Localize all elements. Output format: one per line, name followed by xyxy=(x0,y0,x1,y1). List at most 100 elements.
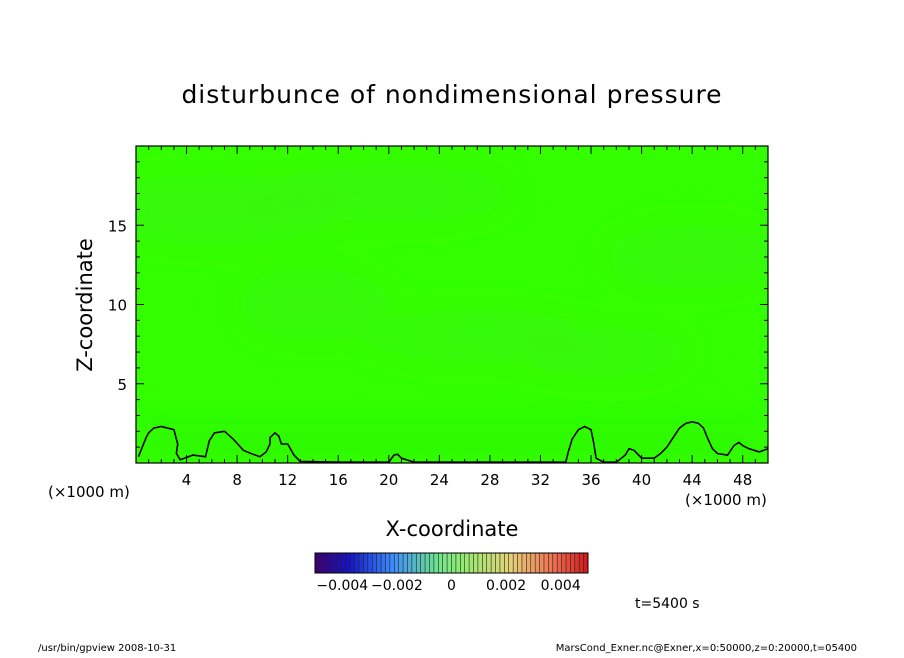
colorbar-cell-54 xyxy=(552,553,558,573)
field-shade-4 xyxy=(515,328,693,376)
colorbar-cell-9 xyxy=(354,553,360,573)
colorbar-cell-46 xyxy=(517,553,523,573)
time-label: t=5400 s xyxy=(635,596,700,612)
colorbar-cell-53 xyxy=(548,553,554,573)
colorbar-cell-6 xyxy=(341,553,347,573)
colorbar-cell-14 xyxy=(376,553,382,573)
y-tick-label-15: 15 xyxy=(108,217,127,235)
y-axis-ticks xyxy=(136,161,768,448)
colorbar-cell-40 xyxy=(491,553,496,573)
colorbar-cell-39 xyxy=(486,553,492,573)
x-tick-label-48: 48 xyxy=(733,471,752,489)
colorbar-tick-label-3: 0.002 xyxy=(486,578,526,594)
chart-title: disturbunce of nondimensional pressure xyxy=(181,80,722,109)
x-axis-label: X-coordinate xyxy=(386,517,519,541)
x-tick-label-28: 28 xyxy=(480,471,499,489)
colorbar-cell-22 xyxy=(411,553,417,573)
field-shade-2 xyxy=(237,269,389,340)
colorbar-tick-labels: −0.004 −0.002 0 0.002 0.004 xyxy=(316,578,580,594)
colorbar-cell-43 xyxy=(504,553,510,573)
colorbar xyxy=(314,553,589,573)
colorbar-cell-2 xyxy=(323,553,329,573)
colorbar-cell-27 xyxy=(433,553,439,573)
x-tick-label-8: 8 xyxy=(232,471,242,489)
colorbar-tick-label-2: 0 xyxy=(447,578,456,594)
colorbar-cell-41 xyxy=(495,553,501,573)
colorbar-cell-33 xyxy=(460,553,466,573)
colorbar-cell-44 xyxy=(508,553,514,573)
colorbar-cell-38 xyxy=(482,553,488,573)
colorbar-cell-5 xyxy=(337,553,342,573)
plot-area xyxy=(136,146,768,463)
colorbar-cell-56 xyxy=(561,553,567,573)
x-tick-label-20: 20 xyxy=(379,471,398,489)
colorbar-cell-1 xyxy=(319,553,325,573)
field-shade-low xyxy=(136,423,768,463)
footer-right: MarsCond_Exner.nc@Exner,x=0:50000,z=0:20… xyxy=(556,643,857,654)
x-tick-label-40: 40 xyxy=(632,471,651,489)
x-tick-label-4: 4 xyxy=(182,471,192,489)
x-axis-tick-labels: 4 8 12 16 20 24 28 32 36 40 44 48 xyxy=(182,471,752,489)
colorbar-cell-60 xyxy=(579,553,584,573)
colorbar-cell-36 xyxy=(473,553,479,573)
colorbar-cell-32 xyxy=(455,553,461,573)
colorbar-cell-16 xyxy=(385,553,391,573)
colorbar-cell-52 xyxy=(543,553,549,573)
colorbar-cell-55 xyxy=(557,553,562,573)
y-tick-label-5: 5 xyxy=(117,376,127,394)
colorbar-cell-0 xyxy=(315,553,320,573)
colorbar-cell-26 xyxy=(429,553,435,573)
x-tick-label-32: 32 xyxy=(531,471,550,489)
colorbar-cell-42 xyxy=(499,553,505,573)
colorbar-cell-45 xyxy=(513,553,518,573)
colorbar-cell-51 xyxy=(539,553,545,573)
colorbar-cell-37 xyxy=(477,553,483,573)
colorbar-cell-58 xyxy=(570,553,576,573)
colorbar-cell-28 xyxy=(438,553,443,573)
colorbar-cell-20 xyxy=(403,553,408,573)
y-unit-label: (×1000 m) xyxy=(48,483,130,501)
colorbar-cell-18 xyxy=(394,553,399,573)
y-tick-label-10: 10 xyxy=(108,297,127,315)
colorbar-cell-29 xyxy=(442,553,448,573)
colorbar-cell-8 xyxy=(350,553,355,573)
field-shade-5 xyxy=(603,225,768,289)
x-tick-label-36: 36 xyxy=(581,471,600,489)
colorbar-cell-50 xyxy=(535,553,540,573)
colorbar-cell-57 xyxy=(565,553,571,573)
colorbar-cell-47 xyxy=(521,553,527,573)
x-axis-ticks xyxy=(148,146,756,463)
x-tick-label-24: 24 xyxy=(430,471,449,489)
x-tick-label-16: 16 xyxy=(329,471,348,489)
colorbar-cell-23 xyxy=(416,553,421,573)
colorbar-cell-19 xyxy=(398,553,404,573)
colorbar-cell-34 xyxy=(464,553,470,573)
colorbar-cell-4 xyxy=(332,553,338,573)
colorbar-cell-30 xyxy=(447,553,452,573)
colorbar-cell-17 xyxy=(389,553,395,573)
colorbar-cell-3 xyxy=(328,553,333,573)
colorbar-cell-61 xyxy=(583,553,589,573)
colorbar-frame xyxy=(314,552,589,574)
x-unit-label: (×1000 m) xyxy=(685,491,767,509)
x-tick-label-44: 44 xyxy=(683,471,702,489)
colorbar-cell-25 xyxy=(425,553,430,573)
colorbar-tick-label-1: −0.002 xyxy=(371,578,423,594)
y-axis-tick-labels: 5 10 15 xyxy=(108,217,127,394)
colorbar-cell-7 xyxy=(345,553,351,573)
colorbar-cell-31 xyxy=(451,553,457,573)
colorbar-tick-label-0: −0.004 xyxy=(316,578,368,594)
y-axis-label: Z-coordinate xyxy=(73,238,97,372)
colorbar-cell-35 xyxy=(469,553,474,573)
colorbar-cell-10 xyxy=(359,553,364,573)
colorbar-cell-11 xyxy=(363,553,369,573)
colorbar-tick-label-4: 0.004 xyxy=(541,578,581,594)
colorbar-cell-15 xyxy=(381,553,386,573)
colorbar-cell-13 xyxy=(372,553,377,573)
field-shading xyxy=(136,165,768,463)
colorbar-cell-49 xyxy=(530,553,536,573)
colorbar-cell-24 xyxy=(420,553,426,573)
colorbar-cell-48 xyxy=(526,553,532,573)
colorbar-cell-12 xyxy=(367,553,373,573)
